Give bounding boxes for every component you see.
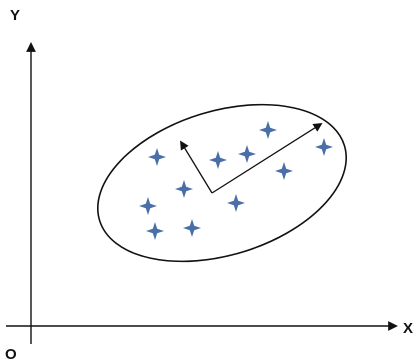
four-point-star-icon xyxy=(139,197,157,215)
principal-vector-long xyxy=(211,123,323,194)
four-point-star-icon xyxy=(175,180,193,198)
data-points xyxy=(139,121,333,240)
principal-vector-short xyxy=(180,140,213,194)
four-point-star-icon xyxy=(148,148,166,166)
four-point-star-icon xyxy=(183,219,201,237)
four-point-star-icon xyxy=(209,151,227,169)
four-point-star-icon xyxy=(146,222,164,240)
four-point-star-icon xyxy=(315,138,333,156)
origin-label: O xyxy=(5,346,17,363)
four-point-star-icon xyxy=(275,162,293,180)
x-axis-label: X xyxy=(403,320,413,337)
four-point-star-icon xyxy=(227,194,245,212)
y-axis-label: Y xyxy=(10,7,20,24)
four-point-star-icon xyxy=(259,121,277,139)
data-ellipse xyxy=(96,103,348,263)
four-point-star-icon xyxy=(238,145,256,163)
